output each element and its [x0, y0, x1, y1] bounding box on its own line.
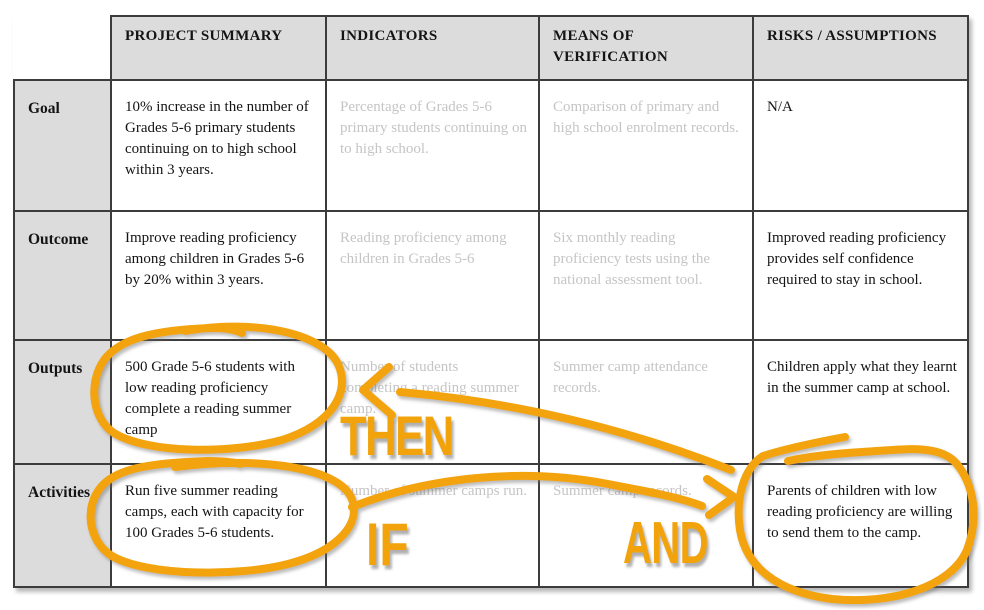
header-indicators: INDICATORS	[325, 15, 540, 81]
cell-activities-risks: Parents of children with low reading pro…	[752, 463, 969, 588]
cell-activities-project-summary: Run five summer reading camps, each with…	[110, 463, 327, 588]
cell-goal-project-summary: 10% increase in the number of Grades 5-6…	[110, 79, 327, 212]
cell-activities-verification: Summer camp records.	[538, 463, 754, 588]
row-label-outputs: Outputs	[13, 339, 112, 465]
goal-row: Goal 10% increase in the number of Grade…	[13, 79, 969, 212]
corner-spacer	[14, 16, 111, 80]
header-row: PROJECT SUMMARY INDICATORS MEANS OF VERI…	[14, 15, 969, 81]
cell-activities-indicators: Number of summer camps run.	[325, 463, 540, 588]
row-label-activities: Activities	[13, 463, 112, 588]
row-label-outcome: Outcome	[13, 210, 112, 341]
header-means-of-verification: MEANS OF VERIFICATION	[538, 15, 754, 81]
cell-goal-indicators: Percentage of Grades 5-6 primary student…	[325, 79, 540, 212]
cell-outputs-indicators: Number of students completing a reading …	[325, 339, 540, 465]
outputs-row: Outputs 500 Grade 5-6 students with low …	[13, 339, 969, 465]
cell-outputs-verification: Summer camp attendance records.	[538, 339, 754, 465]
header-risks-assumptions: RISKS / ASSUMPTIONS	[752, 15, 969, 81]
outcome-row: Outcome Improve reading proficiency amon…	[13, 210, 969, 341]
cell-goal-risks: N/A	[752, 79, 969, 212]
activities-row: Activities Run five summer reading camps…	[13, 463, 969, 588]
cell-outcome-indicators: Reading proficiency among children in Gr…	[325, 210, 540, 341]
header-project-summary: PROJECT SUMMARY	[110, 15, 327, 81]
cell-outputs-risks: Children apply what they learnt in the s…	[752, 339, 969, 465]
row-label-goal: Goal	[13, 79, 112, 212]
cell-outcome-verification: Six monthly reading proficiency tests us…	[538, 210, 754, 341]
logframe-table: PROJECT SUMMARY INDICATORS MEANS OF VERI…	[13, 15, 969, 588]
cell-outputs-project-summary: 500 Grade 5-6 students with low reading …	[110, 339, 327, 465]
cell-outcome-project-summary: Improve reading proficiency among childr…	[110, 210, 327, 341]
cell-outcome-risks: Improved reading proficiency provides se…	[752, 210, 969, 341]
cell-goal-verification: Comparison of primary and high school en…	[538, 79, 754, 212]
